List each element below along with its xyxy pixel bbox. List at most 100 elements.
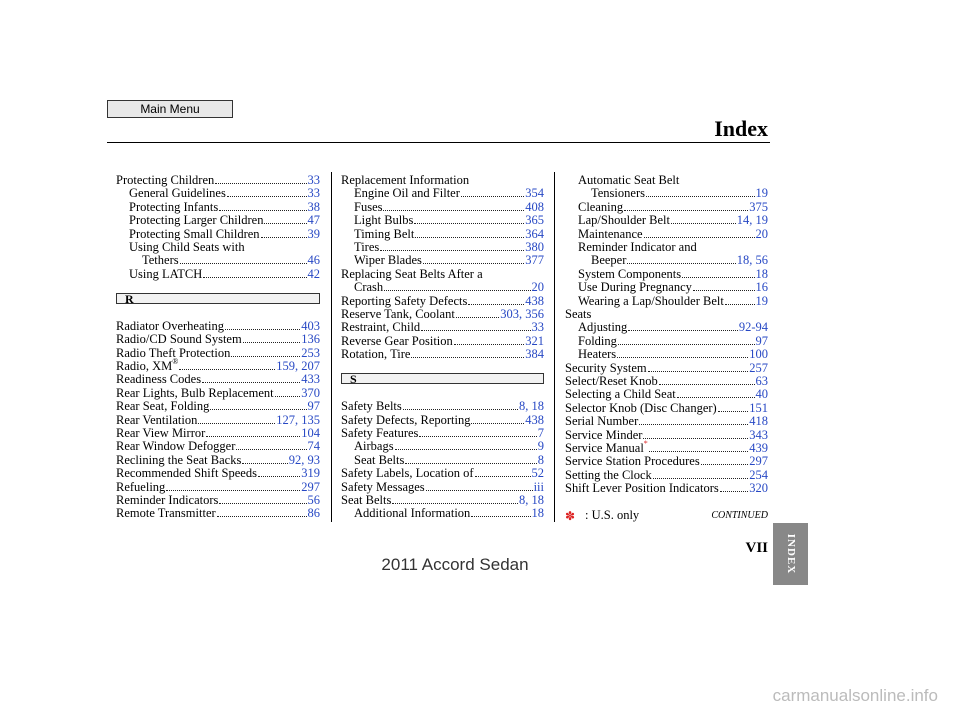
page-ref[interactable]: 320 bbox=[749, 481, 768, 496]
dot-leader bbox=[455, 317, 500, 318]
index-entry: Reserve Tank, Coolant 303, 356 bbox=[341, 307, 544, 321]
page-ref[interactable]: 86 bbox=[307, 506, 321, 521]
page-ref[interactable]: 433 bbox=[301, 372, 320, 387]
page-ref[interactable]: 19 bbox=[755, 186, 769, 201]
index-entry: Radio, XM® 159, 207 bbox=[116, 357, 320, 373]
page-ref[interactable]: 375 bbox=[749, 199, 768, 214]
page-ref[interactable]: 92, 93 bbox=[288, 452, 320, 467]
page-ref[interactable]: 439 bbox=[749, 441, 768, 455]
page-ref[interactable]: 7 bbox=[537, 426, 544, 440]
page-ref[interactable]: 408 bbox=[525, 199, 544, 214]
page-ref[interactable]: 253 bbox=[301, 345, 320, 360]
index-tab[interactable]: INDEX bbox=[773, 523, 808, 585]
page-ref[interactable]: 127, 135 bbox=[276, 412, 320, 427]
page-ref[interactable]: 254 bbox=[749, 467, 768, 482]
entry-text: Rear Ventilation bbox=[116, 412, 198, 427]
page-ref[interactable]: 319 bbox=[301, 466, 320, 481]
page-ref[interactable]: 46 bbox=[307, 253, 321, 268]
dot-leader bbox=[264, 223, 307, 225]
page-ref[interactable]: 33 bbox=[531, 320, 545, 335]
page-ref[interactable]: 159, 207 bbox=[276, 359, 320, 373]
page-ref[interactable]: 8, 18 bbox=[519, 493, 544, 507]
page-ref[interactable]: 377 bbox=[525, 253, 544, 268]
page-ref[interactable]: 97 bbox=[307, 399, 321, 414]
page-ref[interactable]: 92-94 bbox=[738, 320, 768, 335]
dot-leader bbox=[692, 290, 755, 292]
page-ref[interactable]: 20 bbox=[531, 280, 545, 295]
dot-leader bbox=[639, 424, 749, 426]
dot-leader bbox=[203, 276, 307, 278]
page-ref[interactable]: 370 bbox=[301, 385, 320, 400]
page-ref[interactable]: 39 bbox=[307, 226, 321, 241]
page-ref[interactable]: 151 bbox=[749, 400, 768, 415]
page-ref[interactable]: 297 bbox=[749, 454, 768, 469]
dot-leader bbox=[645, 196, 755, 198]
dot-leader bbox=[682, 276, 755, 278]
index-entry: Seat Belts 8 bbox=[354, 453, 544, 467]
page-ref[interactable]: 418 bbox=[749, 414, 768, 429]
page-ref[interactable]: 56 bbox=[307, 493, 321, 507]
page-ref[interactable]: 19 bbox=[755, 293, 769, 308]
page-ref[interactable]: 403 bbox=[301, 318, 320, 333]
entry-text: Readiness Codes bbox=[116, 372, 202, 387]
index-entry: Light Bulbs 365 bbox=[354, 213, 544, 227]
page-ref[interactable]: 257 bbox=[749, 360, 768, 375]
page-ref[interactable]: 40 bbox=[755, 387, 769, 402]
page-ref[interactable]: 303, 356 bbox=[500, 307, 544, 321]
index-entry: Engine Oil and Filter 354 bbox=[354, 186, 544, 200]
page-ref[interactable]: 380 bbox=[525, 240, 544, 254]
dot-leader bbox=[219, 209, 307, 211]
entry-text: Replacing Seat Belts After a bbox=[341, 266, 483, 281]
index-entry: Readiness Codes 433 bbox=[116, 372, 320, 386]
page-ref[interactable]: 8 bbox=[537, 452, 544, 467]
page-ref[interactable]: 63 bbox=[755, 374, 769, 388]
page-ref[interactable]: 100 bbox=[749, 347, 768, 362]
dot-leader bbox=[260, 236, 307, 238]
page-ref[interactable]: 33 bbox=[307, 186, 321, 201]
page-ref[interactable]: 47 bbox=[307, 213, 321, 228]
page-ref[interactable]: 18 bbox=[755, 266, 769, 281]
page-ref[interactable]: 438 bbox=[525, 412, 544, 427]
index-entry: Wiper Blades 377 bbox=[354, 253, 544, 267]
page-ref[interactable]: 297 bbox=[301, 479, 320, 494]
dot-leader bbox=[402, 409, 518, 411]
page-ref[interactable]: 52 bbox=[531, 466, 545, 481]
page-ref[interactable]: 384 bbox=[525, 347, 544, 362]
page-ref[interactable]: 33 bbox=[307, 173, 321, 187]
index-entry: Recommended Shift Speeds 319 bbox=[116, 466, 320, 480]
index-entry: Protecting Children 33 bbox=[116, 173, 320, 187]
entry-text: Remote Transmitter bbox=[116, 506, 216, 521]
page-ref[interactable]: 8, 18 bbox=[519, 399, 544, 414]
page-ref[interactable]: 38 bbox=[307, 199, 321, 214]
page-ref[interactable]: 343 bbox=[749, 427, 768, 442]
entry-text: Reverse Gear Position bbox=[341, 333, 453, 348]
page-ref[interactable]: 18, 56 bbox=[736, 253, 768, 268]
page-ref[interactable]: iii bbox=[533, 479, 544, 494]
index-entry: Cleaning 375 bbox=[578, 200, 768, 214]
index-entry: Using LATCH 42 bbox=[129, 267, 320, 281]
page-ref[interactable]: 42 bbox=[307, 266, 321, 281]
page-ref[interactable]: 104 bbox=[301, 426, 320, 440]
page-ref[interactable]: 74 bbox=[307, 439, 321, 454]
page-ref[interactable]: 136 bbox=[301, 332, 320, 347]
main-menu-button[interactable]: Main Menu bbox=[107, 100, 233, 118]
page-ref[interactable]: 97 bbox=[755, 333, 769, 348]
dot-leader bbox=[274, 395, 301, 397]
page-ref[interactable]: 9 bbox=[537, 439, 544, 454]
page-ref[interactable]: 14, 19 bbox=[736, 213, 768, 228]
page-ref[interactable]: 365 bbox=[525, 213, 544, 228]
page-ref[interactable]: 354 bbox=[525, 186, 544, 201]
page-ref[interactable]: 20 bbox=[755, 226, 769, 241]
dot-leader bbox=[405, 462, 537, 464]
page-ref[interactable]: 364 bbox=[525, 226, 544, 241]
entry-text: Reporting Safety Defects bbox=[341, 293, 468, 308]
entry-text: Service Minder bbox=[565, 427, 643, 442]
index-entry: Heaters 100 bbox=[578, 347, 768, 361]
page-ref[interactable]: 18 bbox=[531, 506, 545, 521]
page-ref[interactable]: 438 bbox=[525, 293, 544, 308]
page-ref[interactable]: 321 bbox=[525, 333, 544, 348]
page-number: VII bbox=[745, 540, 768, 556]
index-entry: Replacing Seat Belts After a bbox=[341, 267, 544, 281]
entry-text: Reminder Indicator and bbox=[578, 240, 697, 254]
page-ref[interactable]: 16 bbox=[755, 280, 769, 295]
